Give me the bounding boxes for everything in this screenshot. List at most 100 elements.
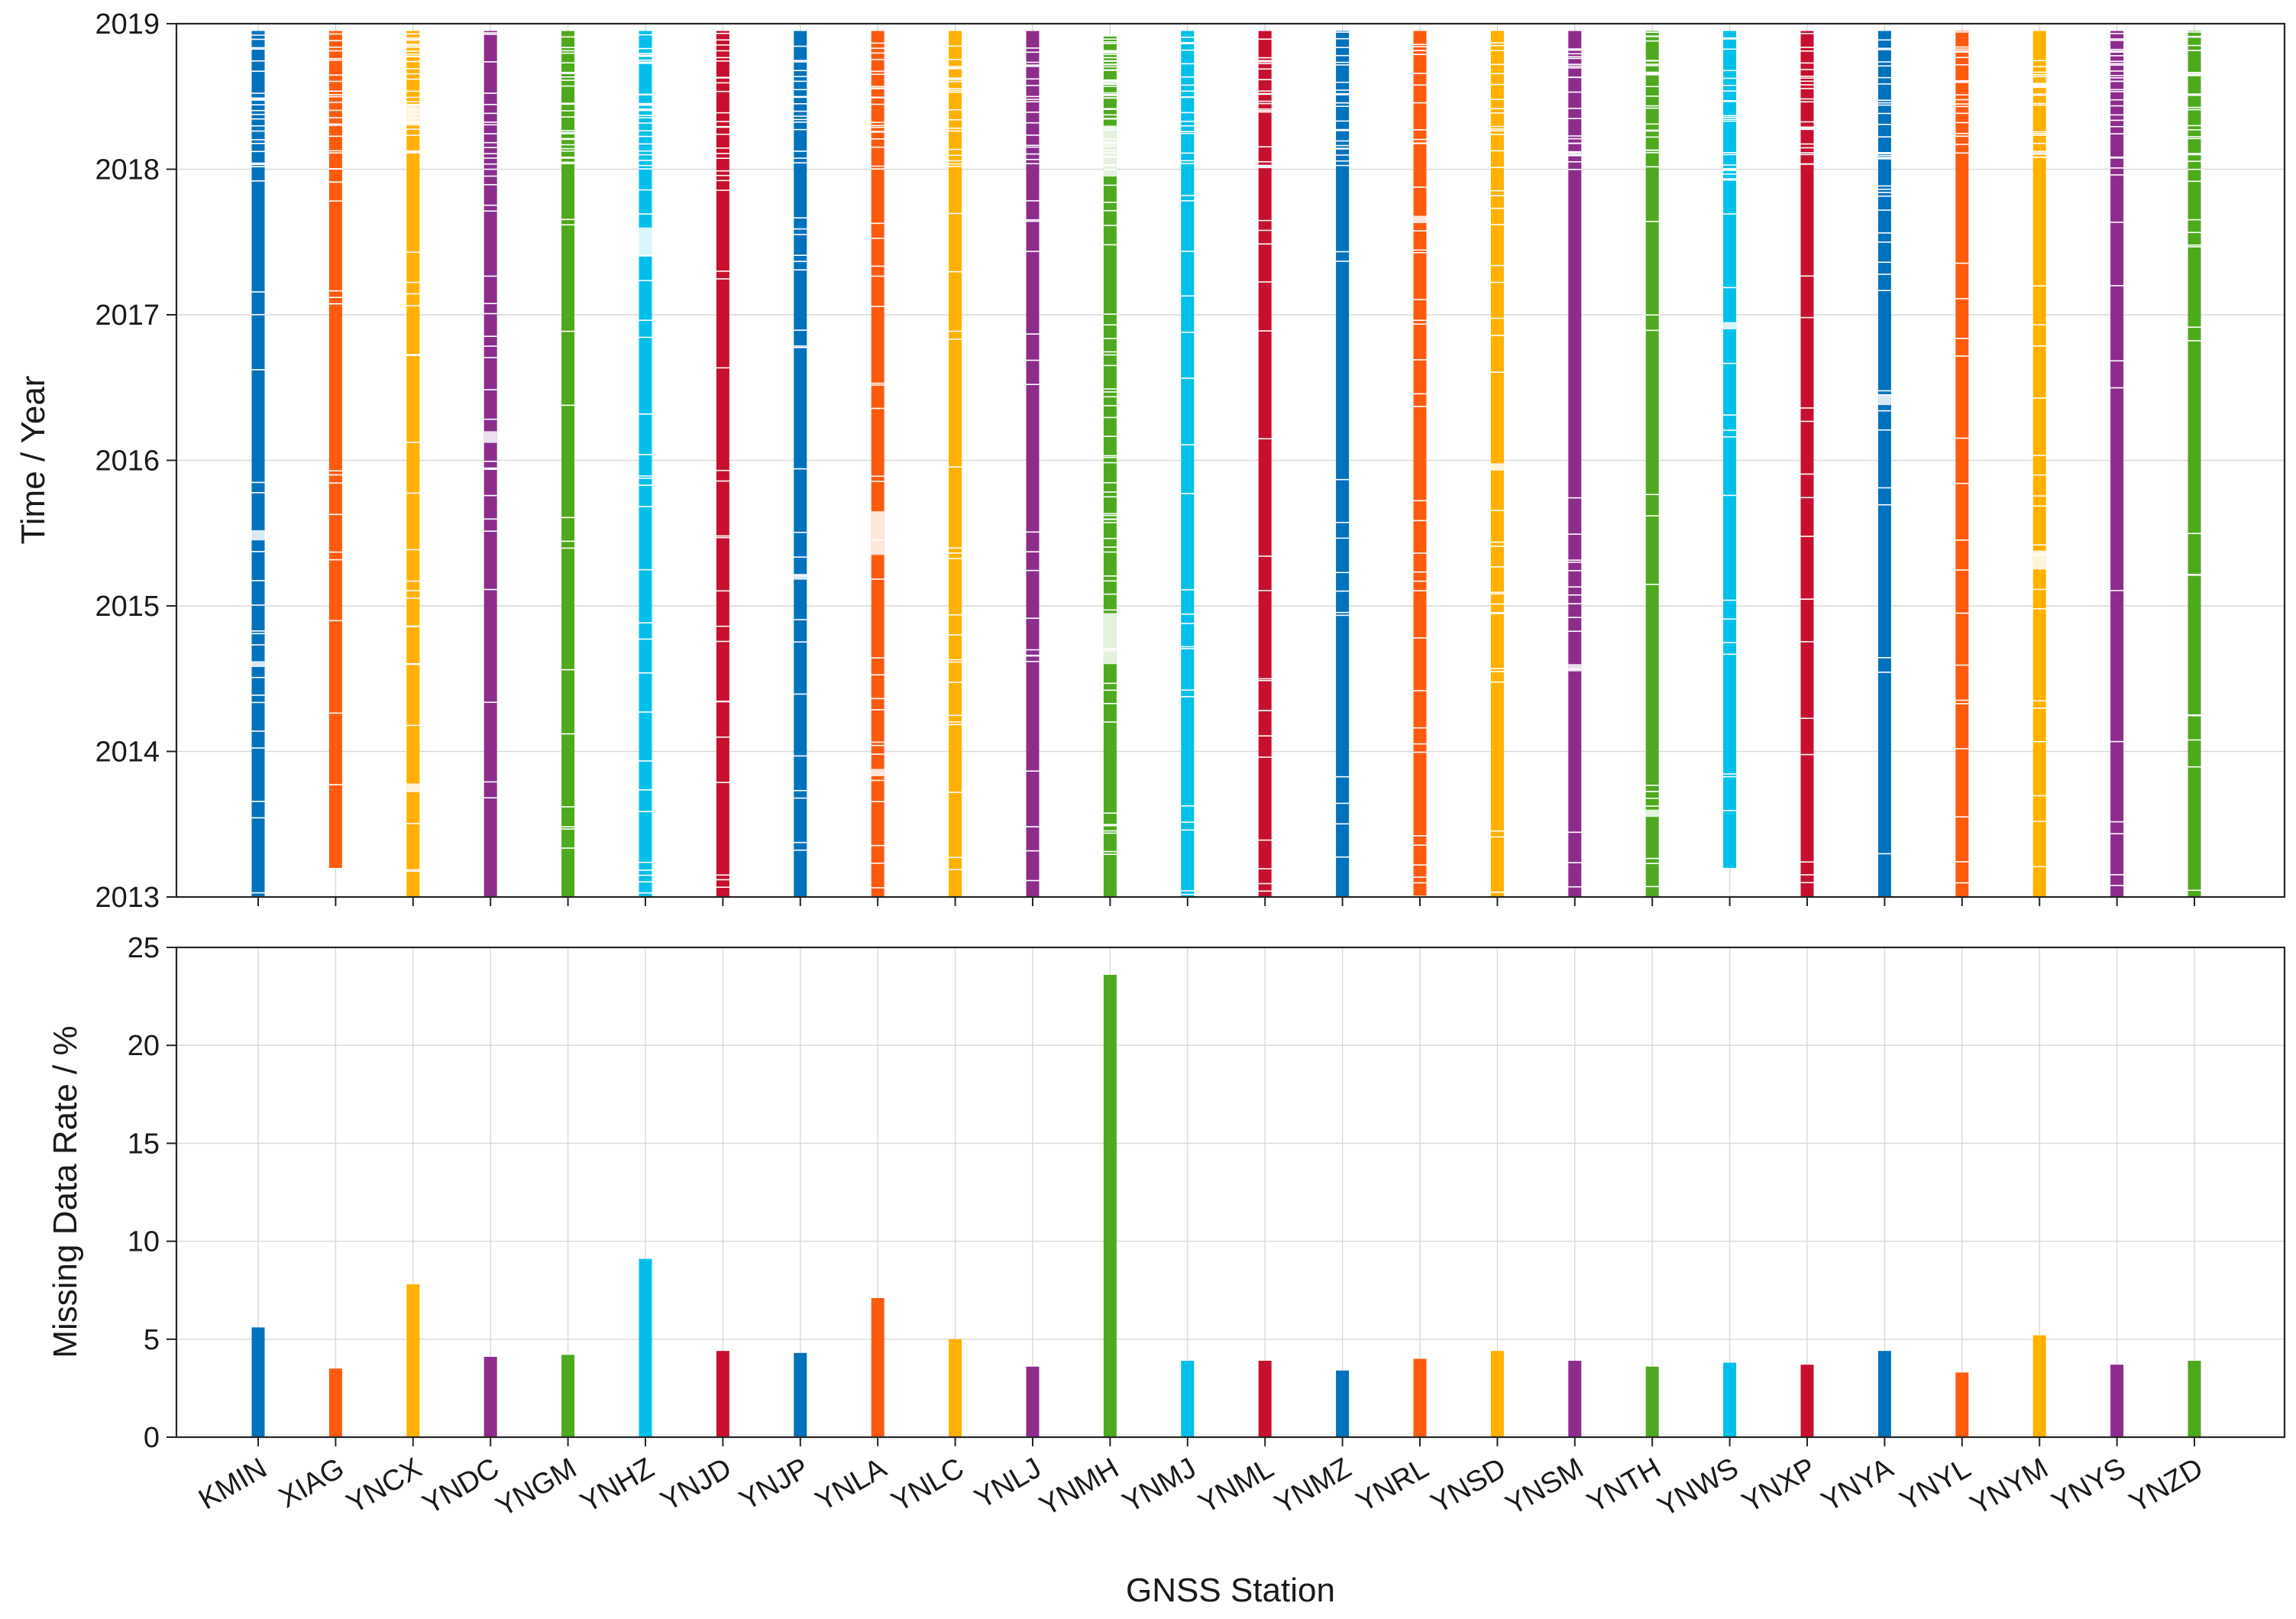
missing-day-mark — [871, 47, 884, 49]
missing-day-mark — [406, 38, 420, 40]
missing-rate-bar-ynsm — [1568, 1361, 1582, 1437]
missing-day-mark — [949, 88, 962, 89]
missing-day-mark — [2188, 136, 2201, 138]
missing-day-mark — [1336, 47, 1350, 48]
missing-day-mark — [1645, 105, 1659, 107]
missing-day-mark — [949, 154, 962, 157]
missing-day-mark — [871, 481, 884, 482]
missing-day-mark — [1723, 436, 1737, 438]
missing-rate-bar-ynzd — [2188, 1361, 2201, 1437]
bar-y-tick-label: 25 — [128, 932, 160, 964]
missing-day-mark — [1413, 500, 1427, 502]
missing-day-mark — [251, 99, 265, 101]
missing-day-mark — [251, 492, 265, 494]
missing-day-mark — [1026, 826, 1040, 827]
missing-day-mark — [251, 166, 265, 167]
missing-day-mark — [949, 68, 962, 70]
missing-day-mark — [716, 480, 729, 482]
missing-day-mark — [1568, 533, 1582, 535]
missing-day-mark — [716, 90, 729, 92]
missing-day-mark — [639, 34, 652, 36]
missing-day-mark — [1800, 407, 1814, 409]
missing-day-mark — [1181, 90, 1195, 92]
missing-day-mark — [794, 103, 807, 105]
missing-day-mark — [949, 127, 962, 129]
missing-day-mark — [794, 841, 807, 843]
missing-day-mark — [949, 77, 962, 79]
missing-day-mark — [1336, 140, 1350, 142]
missing-day-mark — [1568, 594, 1582, 596]
missing-day-mark — [639, 160, 652, 161]
missing-day-mark — [949, 558, 962, 559]
missing-day-mark — [1723, 213, 1737, 215]
missing-day-mark — [1336, 611, 1350, 614]
missing-day-mark — [794, 531, 807, 533]
missing-day-mark — [1336, 537, 1350, 539]
missing-day-mark — [1645, 863, 1659, 864]
missing-day-mark — [1413, 882, 1427, 884]
missing-day-mark — [328, 60, 342, 61]
missing-day-mark — [1103, 79, 1117, 82]
missing-day-mark — [1955, 338, 1969, 339]
missing-day-mark — [1645, 152, 1659, 154]
missing-day-mark — [639, 115, 652, 116]
missing-day-mark — [1645, 785, 1659, 786]
missing-day-mark — [1413, 251, 1427, 254]
missing-day-mark — [251, 747, 265, 749]
missing-day-mark — [1336, 154, 1350, 156]
missing-day-mark — [251, 48, 265, 50]
missing-day-mark — [1490, 112, 1504, 114]
missing-rate-bar-ynhz — [639, 1258, 652, 1437]
missing-day-mark — [1568, 831, 1582, 834]
missing-day-mark — [1490, 613, 1504, 614]
missing-day-mark — [2188, 75, 2201, 76]
missing-day-mark — [949, 166, 962, 167]
coverage-bar-ynws — [1723, 31, 1737, 868]
missing-day-mark — [2188, 160, 2201, 162]
missing-day-mark — [1877, 154, 1891, 157]
missing-day-mark — [871, 42, 884, 44]
missing-day-mark — [406, 823, 420, 824]
missing-day-mark — [949, 869, 962, 870]
missing-day-mark — [1103, 93, 1117, 96]
missing-day-mark — [639, 874, 652, 876]
missing-day-mark — [716, 76, 729, 79]
missing-day-mark — [1181, 200, 1195, 202]
missing-day-mark — [2032, 151, 2046, 153]
missing-day-mark — [483, 34, 497, 35]
missing-day-mark — [1490, 603, 1504, 605]
missing-day-mark — [716, 174, 729, 176]
missing-day-mark — [1026, 163, 1040, 165]
missing-day-mark — [1723, 362, 1737, 364]
missing-day-mark — [1103, 66, 1117, 68]
missing-day-mark — [1181, 623, 1195, 624]
missing-day-mark — [871, 382, 884, 384]
missing-day-mark — [1258, 243, 1272, 245]
missing-day-mark — [1026, 78, 1040, 80]
missing-day-mark — [483, 32, 497, 34]
missing-day-mark — [949, 212, 962, 215]
missing-day-mark — [328, 290, 342, 292]
missing-day-mark — [871, 744, 884, 746]
missing-day-mark — [483, 183, 497, 186]
station-label-ynrl: YNRL — [1351, 1452, 1434, 1518]
station-label-ynjd: YNJD — [655, 1452, 737, 1517]
missing-day-mark — [1723, 116, 1737, 118]
missing-day-mark — [1413, 406, 1427, 407]
missing-day-mark — [1026, 96, 1040, 98]
missing-day-mark — [328, 57, 342, 60]
missing-day-mark — [1877, 124, 1891, 125]
station-label-ynlj: YNLJ — [969, 1452, 1046, 1515]
bar-y-tick-label: 0 — [144, 1422, 160, 1454]
missing-day-mark — [1723, 178, 1737, 180]
bar-gridlines — [176, 947, 2285, 1438]
missing-day-mark — [406, 73, 420, 75]
missing-day-mark — [1336, 478, 1350, 481]
missing-day-mark — [1336, 128, 1350, 131]
missing-day-mark — [1877, 195, 1891, 197]
missing-day-mark — [483, 112, 497, 115]
missing-day-mark — [871, 146, 884, 148]
missing-day-mark — [1336, 572, 1350, 574]
missing-day-mark — [1568, 118, 1582, 119]
missing-day-mark — [328, 784, 342, 785]
